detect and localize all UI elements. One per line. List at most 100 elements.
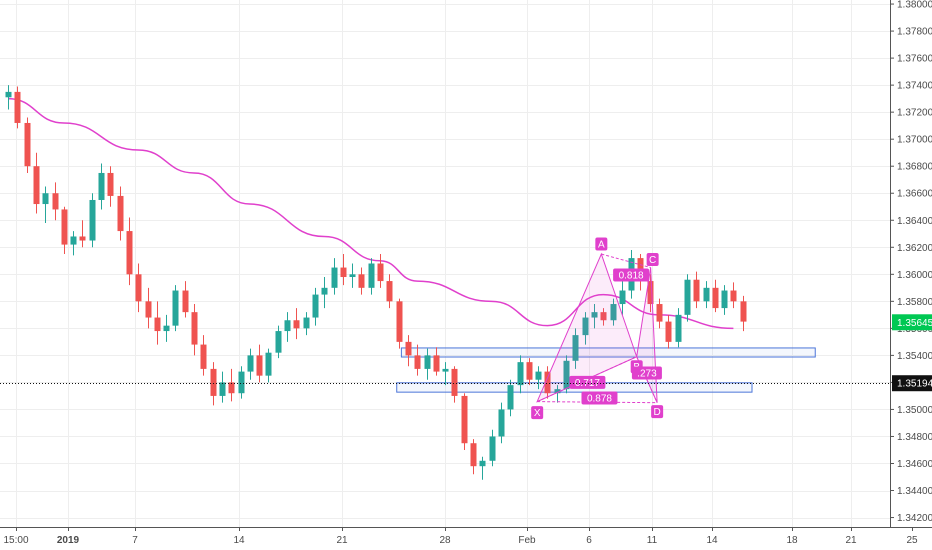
candle-body — [117, 195, 124, 232]
price-tick-label: 1.34800 — [897, 432, 932, 443]
candle-body — [414, 355, 421, 369]
price-label-text: 1.35645 — [897, 318, 932, 329]
candle-body — [442, 368, 449, 372]
ratio-label[interactable]: 0.878 — [581, 391, 618, 405]
candle-body — [470, 443, 477, 467]
support-rectangle[interactable] — [400, 347, 816, 358]
time-tick-label: 2019 — [57, 535, 80, 546]
ratio-label-bg — [631, 366, 662, 380]
ratio-label-text: 0.878 — [587, 393, 612, 404]
candle-body — [89, 199, 96, 241]
price-tick-label: 1.36200 — [897, 243, 932, 254]
ratio-label[interactable]: 0.717 — [569, 375, 606, 389]
time-tick-label: 28 — [439, 535, 451, 546]
candle-body — [582, 317, 589, 336]
ratio-label-text: 0.717 — [575, 378, 600, 389]
candle-body — [554, 389, 561, 394]
candle-body — [14, 91, 21, 123]
point-label-x-text: X — [534, 408, 541, 419]
candle-body — [600, 312, 607, 321]
candle-body — [619, 290, 626, 305]
point-label-a-bg — [595, 237, 608, 251]
time-tick-label: 15:00 — [3, 535, 28, 546]
time-axis[interactable]: 15:00 2019 7 14 21 28 Feb 6 11 14 18 21 25 — [0, 527, 932, 546]
candle-body — [730, 290, 737, 302]
candle-body — [331, 267, 338, 288]
price-tick-label: 1.36400 — [897, 216, 932, 227]
candle-body — [656, 304, 663, 322]
candle-body — [517, 362, 524, 386]
candle-body — [126, 231, 133, 275]
candle-body — [740, 301, 747, 322]
candle-body — [647, 281, 654, 305]
ratio-label[interactable]: .273 — [631, 366, 662, 380]
candle-body — [451, 368, 458, 396]
ratio-label[interactable]: 0.818 — [613, 268, 650, 282]
price-tick-label: 1.37200 — [897, 108, 932, 119]
point-label-c[interactable]: C — [646, 253, 659, 267]
time-tick-label: 21 — [336, 535, 348, 546]
candle-body — [303, 317, 310, 329]
point-label-d-bg — [651, 405, 664, 419]
candle-body — [61, 209, 68, 245]
candle-body — [349, 274, 356, 278]
point-label-d[interactable]: D — [651, 405, 664, 419]
candle-body — [265, 352, 272, 376]
time-tick-label: 21 — [845, 535, 857, 546]
candle-body — [340, 267, 347, 278]
candle-body — [526, 362, 533, 380]
price-tick-label: 1.35800 — [897, 297, 932, 308]
candle-body — [210, 368, 217, 396]
candle-body — [247, 355, 254, 372]
candle-body — [182, 290, 189, 313]
price-tick-label: 1.36000 — [897, 270, 932, 281]
time-tick-label: 18 — [786, 535, 798, 546]
time-tick-label: Feb — [518, 535, 536, 546]
point-label-a[interactable]: A — [595, 237, 608, 251]
price-tick-label: 1.34200 — [897, 513, 932, 524]
candle-body — [228, 382, 235, 394]
candle-body — [572, 335, 579, 361]
candle-body — [591, 312, 598, 318]
ratio-label-bg — [581, 391, 618, 405]
candle-body — [693, 279, 700, 302]
price-tick-label: 1.34400 — [897, 486, 932, 497]
point-label-d-text: D — [654, 407, 661, 418]
ratio-label-text: 0.818 — [619, 270, 644, 281]
candle-body — [219, 382, 226, 396]
candle-body — [498, 409, 505, 437]
candle-body — [293, 320, 300, 329]
candle-body — [33, 166, 40, 205]
candle-body — [489, 436, 496, 461]
price-label-text: 1.35194 — [897, 379, 932, 390]
candle-body — [433, 355, 440, 372]
time-tick-label: 25 — [906, 535, 918, 546]
price-tick-label: 1.37600 — [897, 54, 932, 65]
candle-body — [52, 193, 59, 210]
candle-body — [563, 360, 570, 390]
point-label-c-text: C — [649, 255, 656, 266]
ratio-label-text: .273 — [637, 368, 657, 379]
candle-body — [479, 460, 486, 467]
price-tick-label: 1.35400 — [897, 351, 932, 362]
candle-body — [321, 287, 328, 295]
price-label-bg — [892, 375, 932, 392]
pattern-ratio-line — [601, 253, 651, 269]
price-tick-label: 1.35000 — [897, 405, 932, 416]
candle-body — [107, 172, 114, 196]
point-label-x[interactable]: X — [531, 406, 544, 420]
price-axis[interactable]: 1.38000 1.37800 1.37600 1.37400 1.37200 1.370… — [890, 0, 932, 527]
time-tick-label: 6 — [586, 535, 592, 546]
candle-body — [312, 294, 319, 318]
price-tick-label: 1.37800 — [897, 27, 932, 38]
candle-body — [163, 325, 170, 332]
grid-lines — [0, 0, 890, 527]
time-tick-label: 14 — [706, 535, 718, 546]
time-tick-label: 7 — [132, 535, 138, 546]
pattern-ratio-line — [636, 356, 658, 403]
price-tick-label: 1.38000 — [897, 0, 932, 11]
candle-body — [396, 301, 403, 342]
candle-body — [70, 236, 77, 245]
